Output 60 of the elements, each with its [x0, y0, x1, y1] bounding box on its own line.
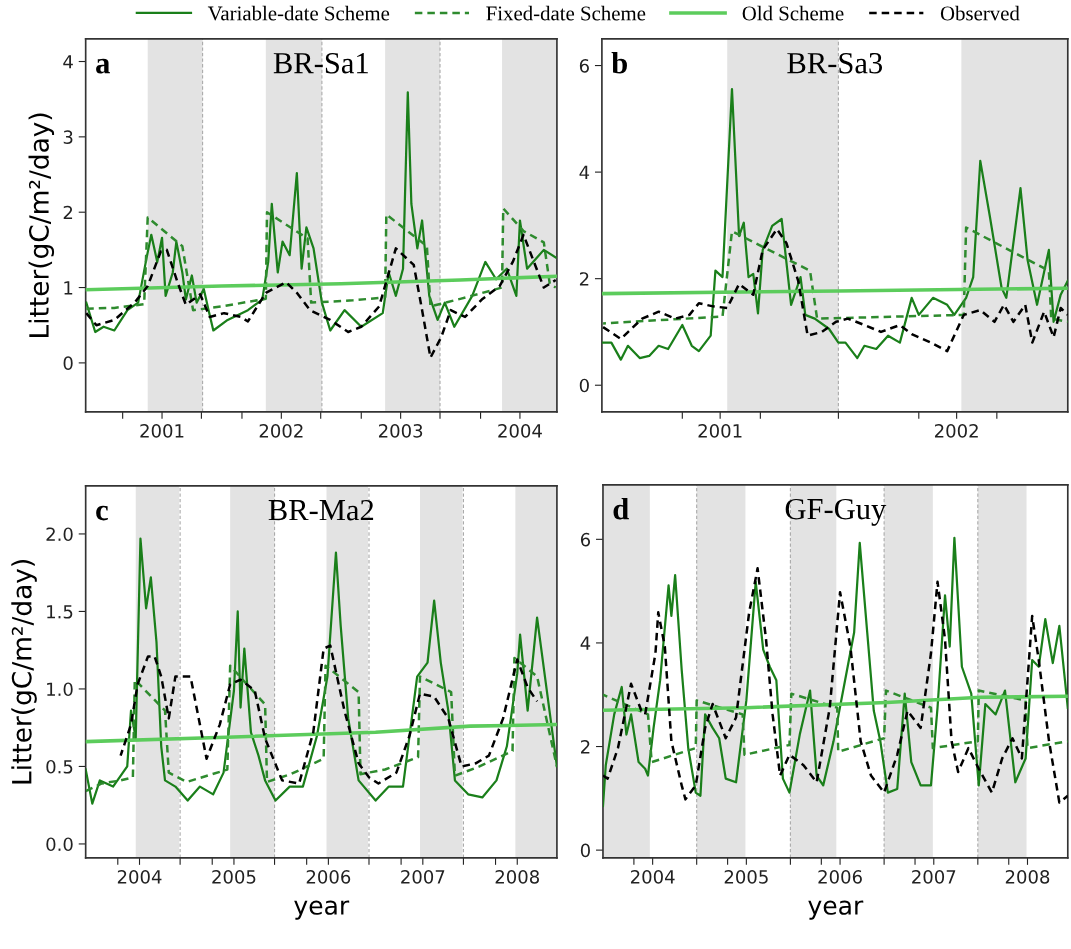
line-series	[85, 656, 557, 793]
line-series	[119, 644, 539, 785]
x-axis-title: year	[294, 900, 350, 920]
y-tick-label: 2	[579, 272, 589, 286]
y-tick-label: 2	[63, 205, 73, 220]
annotation: d	[613, 497, 629, 520]
y-axis-title: Litter(gC/m²/day)	[11, 560, 37, 784]
y-tick-label: 0	[579, 378, 589, 393]
x-tick-label: 2001	[140, 423, 184, 438]
y-tick-label: 0	[580, 843, 590, 858]
y-tick-label: 2	[581, 739, 590, 754]
x-tick-label: 2004	[117, 870, 162, 884]
legend-label: Fixed-date Scheme	[486, 5, 646, 21]
y-tick-label: 0.5	[46, 759, 73, 774]
x-tick-label: 2007	[912, 870, 956, 884]
line-series	[85, 274, 557, 292]
y-tick-label: 4	[63, 55, 73, 69]
x-tick-label: 2007	[401, 870, 445, 884]
y-tick-label: 0	[63, 356, 73, 371]
y-axis-title: Litter(gC/m²/day)	[28, 113, 55, 337]
annotation: c	[96, 505, 108, 521]
line-series	[85, 722, 557, 744]
y-tick-label: 1.0	[47, 682, 73, 697]
x-tick-label: 2004	[630, 870, 675, 884]
y-tick-label: 1	[64, 281, 73, 295]
legend-label: Observed	[940, 5, 1020, 21]
chart-title: BR-Ma2	[268, 499, 374, 521]
x-tick-label: 2004	[498, 423, 542, 438]
y-tick-label: 0.0	[46, 837, 73, 852]
y-tick-label: 3	[63, 130, 73, 144]
x-tick-label: 2002	[259, 423, 303, 438]
chart-title: BR-Sa1	[273, 52, 368, 74]
y-tick-label: 6	[580, 532, 591, 547]
line-series	[601, 87, 1068, 361]
x-tick-label: 2006	[818, 870, 862, 884]
x-tick-label: 2005	[212, 870, 256, 884]
chart-title: BR-Sa3	[787, 52, 883, 74]
line-series	[85, 537, 557, 805]
annotation: a	[96, 58, 110, 74]
y-tick-label: 4	[579, 165, 590, 179]
legend-label: Variable-date Scheme	[207, 5, 390, 21]
y-tick-label: 4	[580, 636, 591, 650]
x-tick-label: 2001	[698, 423, 742, 438]
y-tick-label: 2.0	[46, 527, 73, 542]
x-tick-label: 2003	[378, 423, 423, 438]
x-tick-label: 2006	[306, 870, 351, 884]
y-tick-label: 6	[579, 59, 589, 73]
y-tick-label: 1.5	[47, 605, 73, 619]
line-series	[85, 207, 557, 312]
line-series	[85, 233, 557, 359]
x-tick-label: 2008	[495, 870, 539, 884]
x-axis-title: year	[808, 900, 864, 920]
x-tick-label: 2002	[934, 423, 978, 438]
chart-title: GF-Guy	[785, 498, 887, 526]
legend-label: Old Scheme	[742, 5, 844, 21]
line-series	[85, 91, 557, 334]
line-series	[602, 694, 1068, 713]
x-tick-label: 2008	[1005, 870, 1050, 884]
annotation: b	[611, 51, 627, 74]
x-tick-label: 2005	[724, 870, 768, 884]
